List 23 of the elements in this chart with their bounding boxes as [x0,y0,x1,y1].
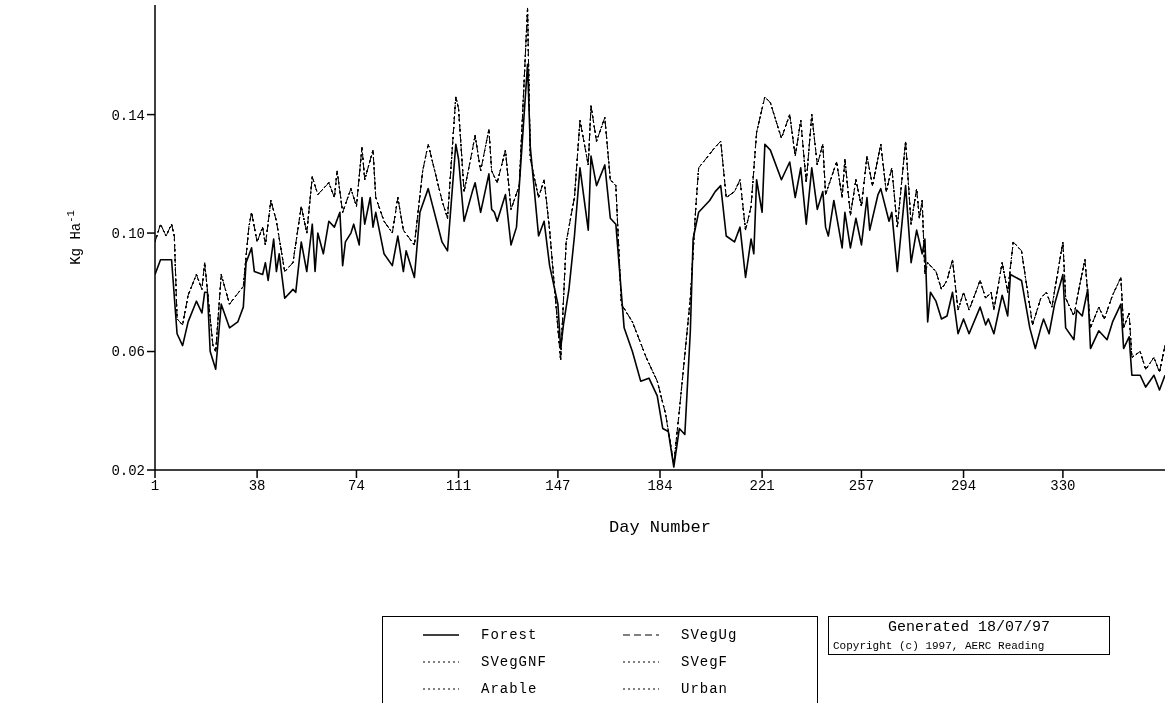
y-tick-label: 0.02 [111,462,145,479]
x-tick-label: 221 [749,477,775,494]
x-tick-label: 1 [150,477,160,494]
text: Generated 18/07/97 [887,619,1051,636]
x-tick-label: 294 [950,477,977,494]
x-tick-label: 257 [848,477,875,494]
x-tick-label: 111 [445,477,472,494]
x-tick-label: 184 [647,477,673,494]
x-tick-label: 38 [248,477,266,494]
x-tick-label: 330 [1050,477,1076,494]
legend-label: Arable [481,681,538,697]
x-tick-label: 147 [545,477,571,494]
text: Copyright (c) 1997, AERC Reading [833,640,1046,652]
legend-label: Urban [681,681,729,697]
legend-label: SVegF [681,654,729,670]
y-tick-label: 0.10 [111,226,145,243]
legend-label: SVegUg [681,627,738,643]
x-axis-title: Day Number [608,518,712,537]
y-tick-label: 0.14 [111,107,145,124]
y-tick-label: 0.06 [111,344,145,361]
x-tick-label: 74 [348,477,365,494]
legend-label: SVegGNF [481,654,547,670]
legend-label: Forest [481,627,538,643]
